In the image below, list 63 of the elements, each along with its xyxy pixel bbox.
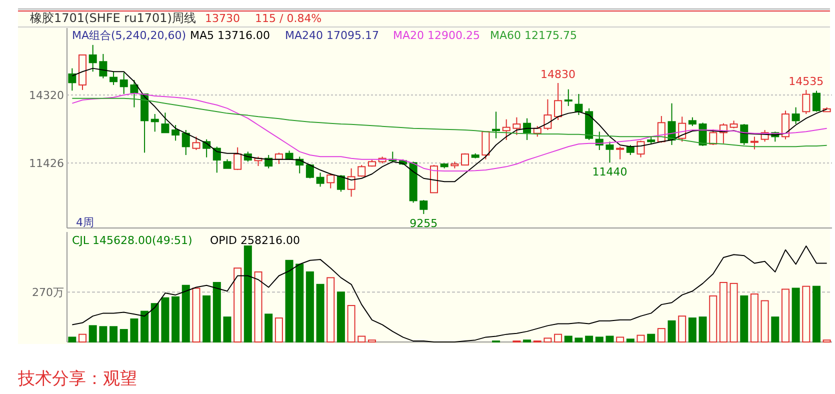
- annotation: 11440: [592, 166, 628, 179]
- bar: [182, 284, 190, 342]
- bar: [306, 271, 314, 342]
- bar: [792, 288, 800, 342]
- bar: [244, 246, 252, 342]
- text: 技术分享：观望: [17, 369, 137, 389]
- candlestick: [150, 113, 159, 132]
- bar: [595, 336, 604, 342]
- text: 115 / 0.84%: [255, 12, 322, 25]
- bar: [688, 318, 696, 342]
- text: CJL 145628.00(49:51): [72, 234, 192, 247]
- chart-title: 橡胶1701(SHFE ru1701)周线: [30, 11, 196, 25]
- candlestick: [88, 44, 97, 72]
- bar: [68, 336, 76, 342]
- text: MA60 12175.75: [490, 29, 577, 42]
- text: MA5 13716.00: [190, 29, 270, 42]
- candlestick: [564, 88, 572, 106]
- candlestick: [502, 118, 510, 141]
- text: MA20 12900.25: [393, 29, 480, 42]
- candlestick: [120, 72, 128, 94]
- bar: [110, 326, 118, 342]
- bar: [316, 284, 324, 342]
- annotation: 14535: [788, 74, 824, 88]
- annotation: MA组合(5,240,20,60): [72, 29, 186, 42]
- line-series: [72, 98, 828, 148]
- bar: [161, 297, 170, 342]
- bar: [296, 264, 304, 342]
- bar: [626, 338, 634, 342]
- bar: [130, 318, 138, 342]
- bar: [564, 336, 572, 342]
- bar: [88, 325, 97, 342]
- bar: [585, 336, 594, 342]
- bar: [172, 296, 180, 342]
- bar: [212, 282, 221, 342]
- bar: [647, 334, 656, 342]
- bar: [698, 316, 707, 342]
- bar: [606, 336, 614, 342]
- bar: [668, 320, 676, 342]
- bar: [264, 314, 273, 342]
- candlestick: [574, 93, 583, 116]
- bar: [812, 286, 820, 342]
- text: 13730: [205, 12, 240, 25]
- candlestick: [781, 110, 790, 140]
- y-tick-label: 11426: [29, 156, 64, 170]
- ref-line-label: 270万: [32, 286, 64, 300]
- bar: [285, 260, 294, 342]
- annotation: 9255: [410, 217, 438, 230]
- bar: [99, 326, 108, 342]
- bar: [223, 316, 232, 342]
- series-label: OPID 258216.00: [210, 234, 300, 247]
- annotation: 4周: [76, 216, 94, 229]
- annotation: MA240 17095.17: [285, 29, 379, 42]
- y-tick-label: 14320: [29, 88, 64, 102]
- candlestick: [347, 168, 356, 198]
- bar: [150, 303, 159, 342]
- bar: [202, 295, 211, 342]
- bar: [771, 316, 780, 342]
- bar: [740, 295, 748, 342]
- bar: [336, 292, 345, 342]
- bar: [574, 338, 583, 342]
- annotation: 14830: [540, 68, 576, 81]
- bar: [140, 310, 149, 342]
- bar: [120, 329, 128, 342]
